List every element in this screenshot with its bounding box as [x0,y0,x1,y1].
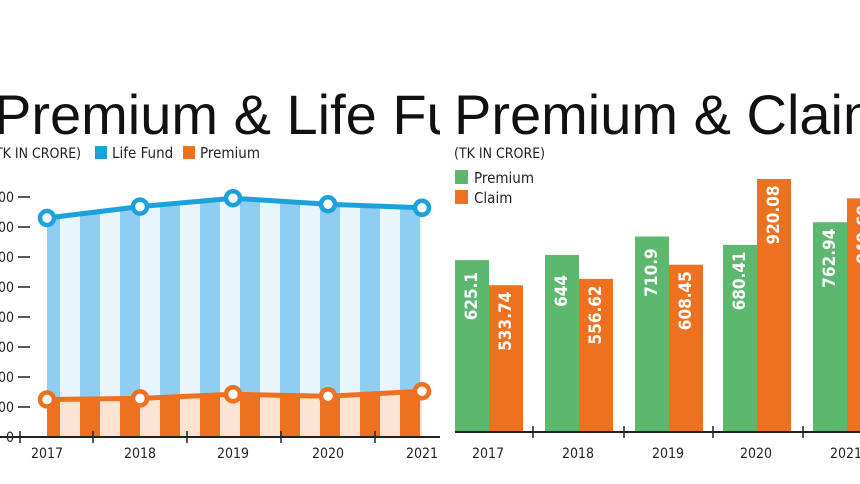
legend-swatch-life-fund [95,146,107,159]
legend-label-premium: Premium [200,144,260,162]
claim-bar [669,264,703,432]
left-y-tick-label: 2500 [0,280,14,296]
right-x-tick-label: 2017 [472,446,504,462]
premium-bar [723,244,757,432]
premium-bar [813,222,847,432]
left-y-tick-label: 3000 [0,250,14,266]
claim-bar [579,278,613,432]
life-fund-point [412,198,432,218]
legend-swatch-premium [183,146,195,159]
premium-point [130,389,150,408]
left-x-tick-label: 2021 [406,446,438,462]
left-x-tick-label: 2020 [312,446,344,462]
left-y-axis: 05001000150020002500300035004000 [0,190,30,446]
left-legend: Life Fund Premium [95,144,260,162]
life-fund-point [130,197,150,216]
premium-bar-label: 710.9 [642,248,662,296]
left-y-tick-label: 4000 [0,190,14,206]
left-x-tick-label: 2018 [124,446,156,462]
claim-bar-label: 849.69 [854,205,860,264]
right-x-tick-label: 2019 [652,446,684,462]
claim-bar-label: 608.45 [676,271,696,330]
premium-bar [545,254,579,432]
premium-bar [455,260,489,432]
claim-bar-label: 556.62 [586,285,606,344]
right-bars: 625.1 533.74 644 556.62 710.9 608.45 680.41 920… [455,179,860,432]
claim-bar-label: 920.08 [764,185,784,244]
claim-bar [847,198,860,432]
legend-label-life-fund: Life Fund [112,144,173,162]
right-chart-title: Premium & Claim [454,83,860,146]
left-x-tick-label: 2019 [217,446,249,462]
legend-label-bar-premium: Premium [474,169,534,187]
left-y-tick-label: 1000 [0,370,14,386]
right-x-tick-label: 2021 [830,446,860,462]
claim-bar [757,179,791,432]
premium-point [412,381,432,401]
right-legend: Premium Claim [455,169,534,207]
left-y-tick-label: 3500 [0,220,14,236]
right-x-axis: 2017 2018 2019 2020 2021 [472,426,860,462]
life-fund-point [37,208,57,228]
life-fund-area [47,198,422,437]
life-fund-points [37,188,432,228]
premium-bar-label: 625.1 [462,272,482,320]
premium-bar-label: 680.41 [730,251,750,310]
left-x-axis: 2017 2018 2019 2020 2021 [19,431,438,462]
claim-bar [489,285,523,432]
premium-life-fund-chart: Premium & Life Fund (TK IN CRORE) Life F… [0,83,520,462]
premium-bar [635,236,669,432]
claim-bar-label: 533.74 [496,292,516,351]
life-fund-point [318,194,338,214]
legend-swatch-bar-premium [455,170,468,184]
left-chart-subtitle: (TK IN CRORE) [0,146,81,162]
left-y-tick-label: 1500 [0,340,14,356]
right-x-tick-label: 2020 [740,446,772,462]
right-chart-subtitle: (TK IN CRORE) [454,146,545,162]
left-y-tick-label: 2000 [0,310,14,326]
premium-point [223,385,243,404]
life-fund-point [223,188,243,208]
premium-point [318,386,338,406]
premium-bar-label: 644 [552,275,572,307]
left-y-tick-label: 500 [0,400,14,416]
legend-label-claim: Claim [474,189,512,207]
left-chart-title: Premium & Life Fund [0,83,520,146]
premium-point [37,390,57,409]
left-x-tick-label: 2017 [31,446,63,462]
premium-claim-chart: Premium & Claim (TK IN CRORE) Premium Cl… [454,83,860,462]
right-x-tick-label: 2018 [562,446,594,462]
legend-swatch-claim [455,190,468,204]
premium-points [37,381,432,409]
premium-bar-label: 762.94 [820,229,840,288]
